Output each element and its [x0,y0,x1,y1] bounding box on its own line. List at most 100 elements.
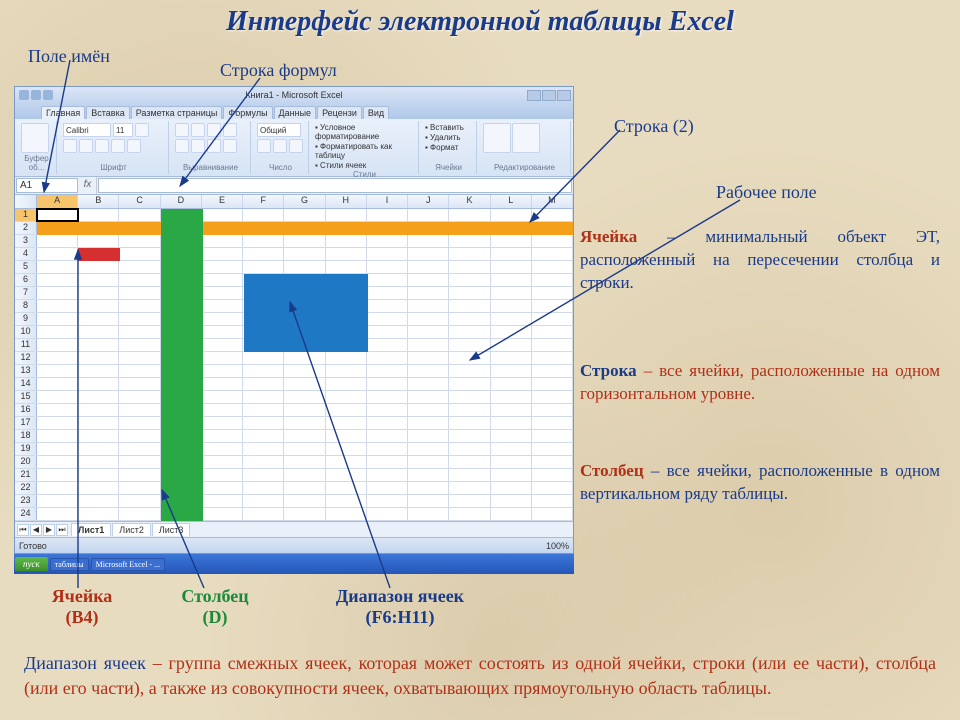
cell[interactable] [532,313,573,325]
row-header[interactable]: 14 [15,378,37,390]
column-header[interactable]: L [491,195,532,208]
cell[interactable] [37,482,78,494]
paste-button[interactable] [21,123,49,153]
cell[interactable] [491,378,532,390]
cell[interactable] [367,209,408,221]
cell[interactable] [491,495,532,507]
cell[interactable] [326,508,367,520]
cell[interactable] [78,495,119,507]
cell[interactable] [37,391,78,403]
row-header[interactable]: 11 [15,339,37,351]
fx-icon[interactable]: fx [79,177,97,194]
cell[interactable] [284,495,325,507]
cell[interactable] [449,443,490,455]
cell[interactable] [78,443,119,455]
cell[interactable] [491,235,532,247]
ribbon-tab[interactable]: Разметка страницы [131,106,223,119]
cell[interactable] [408,404,449,416]
cell[interactable] [78,482,119,494]
bold-button[interactable] [135,123,149,137]
cell[interactable] [243,469,284,481]
comma-btn[interactable] [289,139,303,153]
cell[interactable] [119,274,160,286]
align-left[interactable] [175,123,189,137]
cell[interactable] [491,261,532,273]
cell[interactable] [449,248,490,260]
cell[interactable] [532,248,573,260]
row-header[interactable]: 7 [15,287,37,299]
underline-button[interactable] [79,139,93,153]
cell[interactable] [449,508,490,520]
cell[interactable] [326,430,367,442]
cell[interactable] [326,443,367,455]
row-header[interactable]: 9 [15,313,37,325]
cell[interactable] [243,495,284,507]
cell[interactable] [449,482,490,494]
cell[interactable] [408,456,449,468]
cell[interactable] [532,339,573,351]
cell[interactable] [449,261,490,273]
cell[interactable] [449,235,490,247]
cell[interactable] [491,456,532,468]
cell[interactable] [449,300,490,312]
cell[interactable] [202,365,243,377]
start-button[interactable]: пуск [15,557,48,571]
cell[interactable] [78,391,119,403]
cell[interactable] [491,469,532,481]
cell[interactable] [326,495,367,507]
sheet-tab[interactable]: Лист1 [71,523,111,536]
cell[interactable] [326,235,367,247]
cell[interactable] [449,326,490,338]
row-header[interactable]: 2 [15,222,37,234]
cell[interactable] [532,300,573,312]
cell[interactable] [367,469,408,481]
cell[interactable] [408,365,449,377]
cell[interactable] [37,326,78,338]
cell[interactable] [78,378,119,390]
cell[interactable] [37,313,78,325]
cell[interactable] [119,456,160,468]
cell[interactable] [532,378,573,390]
cell[interactable] [119,391,160,403]
align-bottom[interactable] [191,139,205,153]
cells-item[interactable]: ▪ Вставить [425,123,464,132]
cell[interactable] [78,417,119,429]
cell[interactable] [408,417,449,429]
font-size-select[interactable]: 11 [113,123,133,137]
cell[interactable] [326,261,367,273]
cell[interactable] [78,456,119,468]
row-header[interactable]: 8 [15,300,37,312]
cell[interactable] [367,508,408,520]
cell[interactable] [243,430,284,442]
cell[interactable] [243,248,284,260]
cell[interactable] [202,482,243,494]
taskbar-item[interactable]: Microsoft Excel - ... [91,558,165,571]
row-header[interactable]: 22 [15,482,37,494]
cell[interactable] [326,378,367,390]
row-header[interactable]: 4 [15,248,37,260]
font-name-select[interactable]: Calibri [63,123,111,137]
cell[interactable] [532,495,573,507]
cell[interactable] [37,456,78,468]
cell[interactable] [243,209,284,221]
cell[interactable] [326,469,367,481]
cell[interactable] [367,482,408,494]
cell[interactable] [78,404,119,416]
cell[interactable] [37,469,78,481]
row-header[interactable]: 19 [15,443,37,455]
row-header[interactable]: 10 [15,326,37,338]
cell[interactable] [119,339,160,351]
cell[interactable] [37,300,78,312]
cell[interactable] [532,430,573,442]
cell[interactable] [491,443,532,455]
formula-input[interactable] [98,178,572,193]
cell[interactable] [491,365,532,377]
name-box[interactable]: A1 [16,178,78,193]
cell[interactable] [491,430,532,442]
cell[interactable] [202,261,243,273]
ribbon-tab[interactable]: Формулы [223,106,272,119]
cell[interactable] [408,300,449,312]
styles-item[interactable]: ▪ Форматировать как таблицу [315,142,414,160]
cell[interactable] [37,378,78,390]
cell[interactable] [326,391,367,403]
